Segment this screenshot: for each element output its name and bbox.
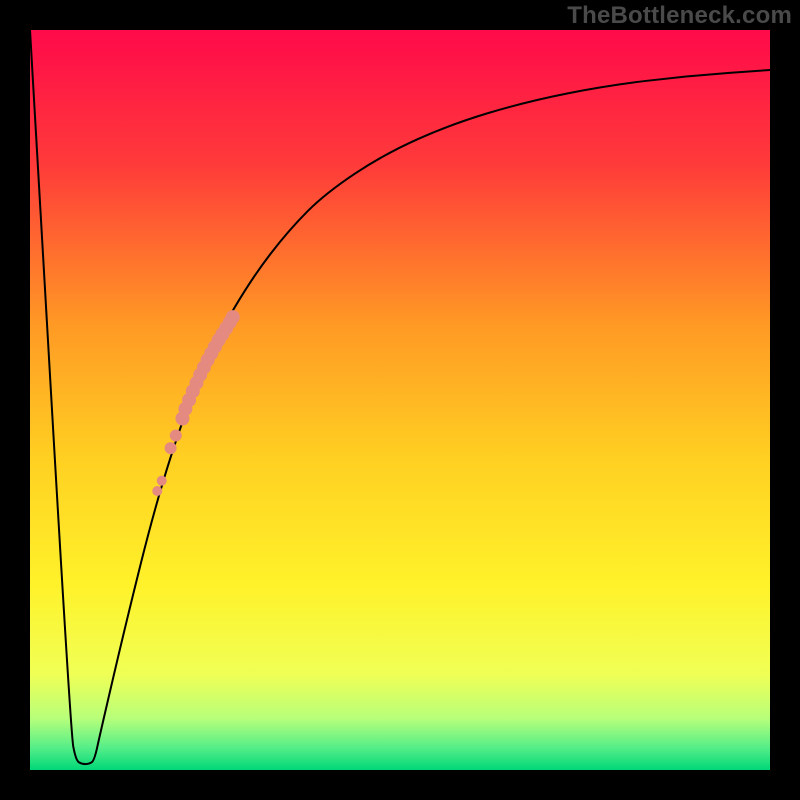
highlight-dot <box>152 486 162 496</box>
highlight-dot <box>170 430 182 442</box>
chart-root: TheBottleneck.com <box>0 0 800 800</box>
watermark-text: TheBottleneck.com <box>567 2 792 30</box>
highlight-dot <box>157 476 167 486</box>
highlight-dot <box>226 310 240 324</box>
plot-background <box>30 30 770 770</box>
bottleneck-chart <box>0 0 800 800</box>
highlight-dot <box>165 442 177 454</box>
